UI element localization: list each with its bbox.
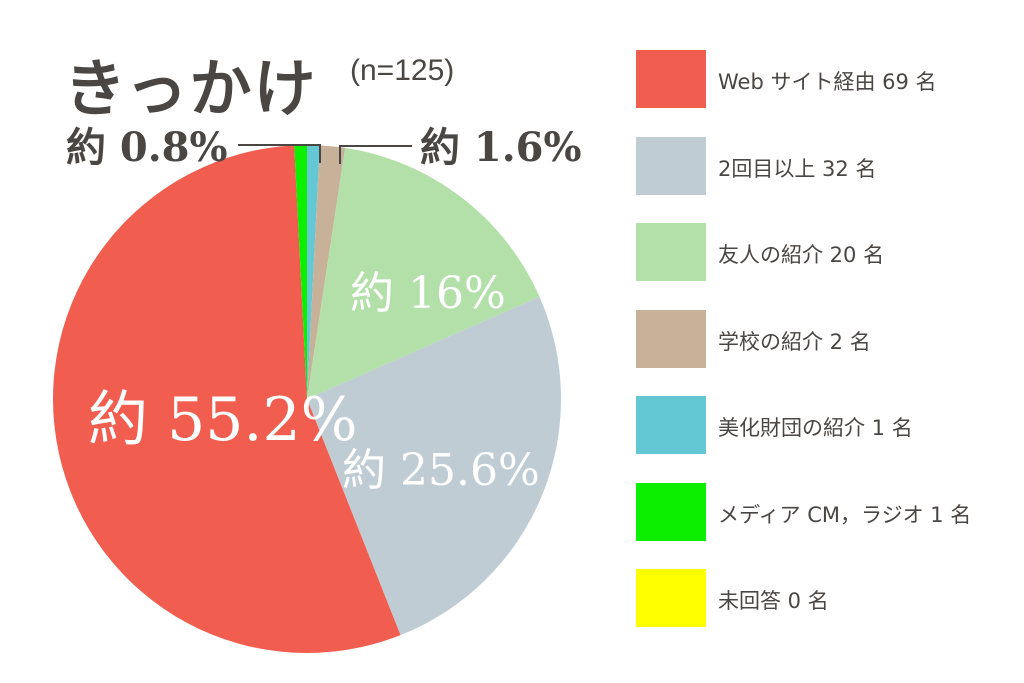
slice-label-friends: 約 16%	[350, 268, 506, 319]
pie-slice-2	[307, 147, 540, 399]
legend-swatch	[636, 396, 706, 454]
callout-label-right: 約 1.6%	[420, 124, 582, 171]
callout-line-right	[339, 145, 412, 164]
chart-subtitle: (n=125)	[350, 54, 455, 87]
legend-label: 友人の紹介 20 名	[718, 243, 885, 267]
legend-item: 2回目以上 32 名	[636, 136, 1016, 195]
pie-slice-5	[294, 145, 307, 399]
pie-slice-4	[52, 145, 401, 654]
legend-item: 未回答 0 名	[636, 569, 1016, 627]
legend-swatch	[636, 223, 706, 281]
legend-swatch	[636, 482, 706, 541]
slice-label-web: 約 55.2%	[88, 385, 358, 455]
callout-line-left	[238, 144, 321, 163]
legend-label: 2回目以上 32 名	[718, 156, 877, 181]
legend-swatch	[636, 136, 706, 195]
legend-label: 未回答 0 名	[718, 589, 829, 613]
legend-label: 美化財団の紹介 1 名	[718, 416, 913, 440]
legend-item: メディア CM，ラジオ 1 名	[636, 482, 1016, 541]
chart-title: きっかけ	[64, 52, 318, 125]
legend-label: 学校の紹介 2 名	[718, 329, 871, 354]
legend-item: Web サイト経由 69 名	[636, 50, 1016, 108]
legend-item: 友人の紹介 20 名	[636, 223, 1016, 281]
legend-item: 美化財団の紹介 1 名	[636, 396, 1016, 454]
pie-slice-3	[307, 296, 561, 636]
legend-label: メディア CM，ラジオ 1 名	[718, 502, 972, 527]
legend-swatch	[636, 309, 706, 368]
legend-swatch	[636, 50, 706, 108]
pie-slice-0	[307, 145, 320, 399]
pie-slice-1	[307, 145, 346, 399]
legend-item: 学校の紹介 2 名	[636, 309, 1016, 368]
legend-label: Web サイト経由 69 名	[718, 70, 937, 94]
legend-swatch	[636, 569, 706, 627]
callout-label-left: 約 0.8%	[66, 124, 228, 171]
slice-label-repeat: 約 25.6%	[342, 445, 540, 496]
